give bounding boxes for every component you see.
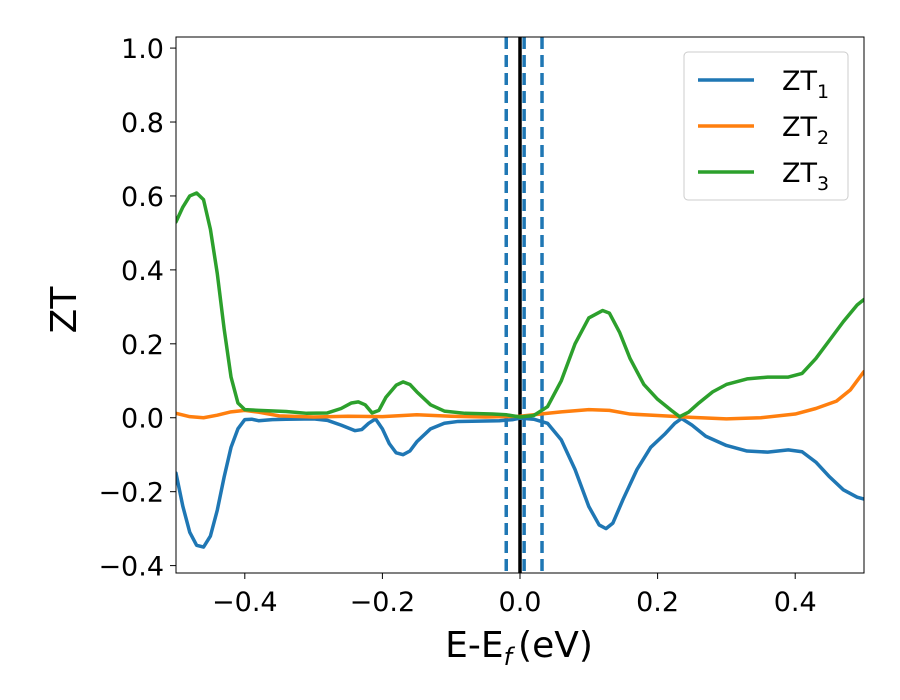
y-tick-label: 0.0 <box>121 404 164 435</box>
x-tick-label: 0.2 <box>636 587 679 618</box>
y-tick-label: 0.6 <box>121 182 164 213</box>
series-group <box>176 37 864 573</box>
plot-area <box>176 37 864 573</box>
y-tick-label: −0.2 <box>98 478 164 509</box>
x-axis-title-unit: (eV) <box>518 625 593 666</box>
x-tick-label: 0.0 <box>499 587 542 618</box>
y-tick-label: 0.8 <box>121 108 164 139</box>
legend-label-sub: 1 <box>817 81 829 103</box>
y-tick-label: 1.0 <box>121 34 164 65</box>
x-axis-title-sub: f <box>504 643 516 671</box>
x-axis-title-main: E-E <box>445 625 503 666</box>
legend-label-main: ZT <box>782 66 817 97</box>
series-line-zt1 <box>176 416 864 549</box>
legend-label-zt3: ZT3 <box>782 158 829 195</box>
x-tick-label: −0.4 <box>212 587 278 618</box>
y-axis-title: ZT <box>44 286 85 334</box>
legend-label-zt1: ZT1 <box>782 66 829 103</box>
series-line-zt3 <box>176 191 864 419</box>
legend-box <box>683 51 849 201</box>
y-tick-label: 0.2 <box>121 330 164 361</box>
y-tick-label: −0.4 <box>98 552 164 583</box>
x-axis-title: E-Ef (eV) <box>445 625 593 671</box>
legend-label-sub: 3 <box>817 173 829 195</box>
legend-label-main: ZT <box>782 112 817 143</box>
legend-label-sub: 2 <box>817 127 829 149</box>
x-tick-label: 0.4 <box>774 587 817 618</box>
legend-label-main: ZT <box>782 158 817 189</box>
x-tick-label: −0.2 <box>350 587 416 618</box>
axes: −0.4 −0.2 0.0 0.2 0.4 −0.4 −0.2 0.0 0.2 0.4 0.6 0.8… <box>98 34 865 618</box>
y-tick-label: 0.4 <box>121 256 164 287</box>
legend-label-zt2: ZT2 <box>782 112 829 149</box>
